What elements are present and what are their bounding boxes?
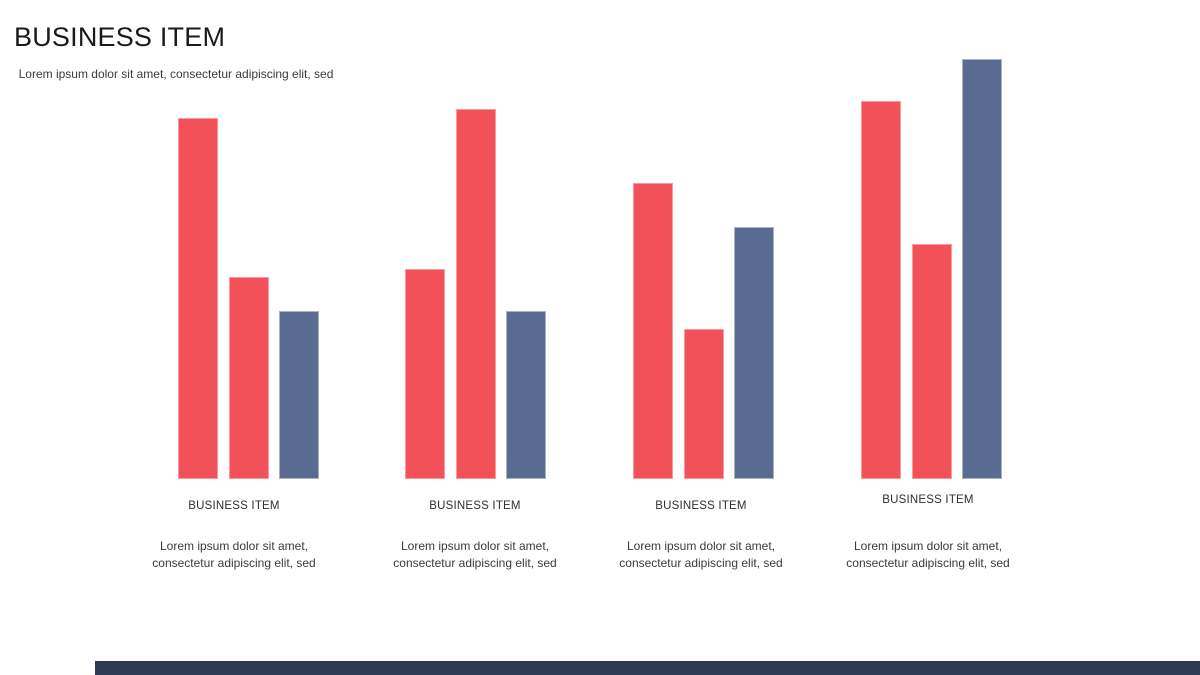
page-title: BUSINESS ITEM bbox=[14, 22, 226, 52]
group-label-1: BUSINESS ITEM bbox=[188, 500, 280, 512]
footer-accent-bar bbox=[95, 661, 1200, 675]
group-label-2: BUSINESS ITEM bbox=[429, 500, 521, 512]
group-caption-3: Lorem ipsum dolor sit amet, consectetur … bbox=[619, 539, 783, 570]
chart-group-2 bbox=[405, 0, 546, 479]
bar-group3-series1 bbox=[633, 183, 673, 479]
group-caption-1: Lorem ipsum dolor sit amet, consectetur … bbox=[152, 539, 316, 570]
bar-group2-series3 bbox=[506, 311, 546, 479]
chart-area bbox=[178, 0, 1002, 479]
chart-group-1 bbox=[178, 0, 319, 479]
bar-group4-series2 bbox=[911, 244, 952, 479]
bar-group1-series1 bbox=[178, 118, 218, 479]
group-caption-4: Lorem ipsum dolor sit amet, consectetur … bbox=[846, 539, 1010, 570]
bar-group2-series2 bbox=[455, 109, 496, 479]
page-subtitle: Lorem ipsum dolor sit amet, consectetur … bbox=[18, 67, 334, 81]
group-caption-2: Lorem ipsum dolor sit amet, consectetur … bbox=[393, 539, 557, 570]
bar-group3-series2 bbox=[683, 329, 724, 479]
bar-group2-series1 bbox=[405, 269, 445, 479]
group-label-3: BUSINESS ITEM bbox=[655, 500, 747, 512]
bar-group4-series3 bbox=[962, 59, 1002, 479]
chart-group-3 bbox=[633, 0, 774, 479]
chart-group-4 bbox=[861, 0, 1002, 479]
bar-group4-series1 bbox=[861, 101, 901, 479]
bar-group3-series3 bbox=[734, 227, 774, 479]
group-label-4: BUSINESS ITEM bbox=[882, 494, 974, 506]
bar-group1-series3 bbox=[279, 311, 319, 479]
bar-group1-series2 bbox=[228, 277, 269, 479]
